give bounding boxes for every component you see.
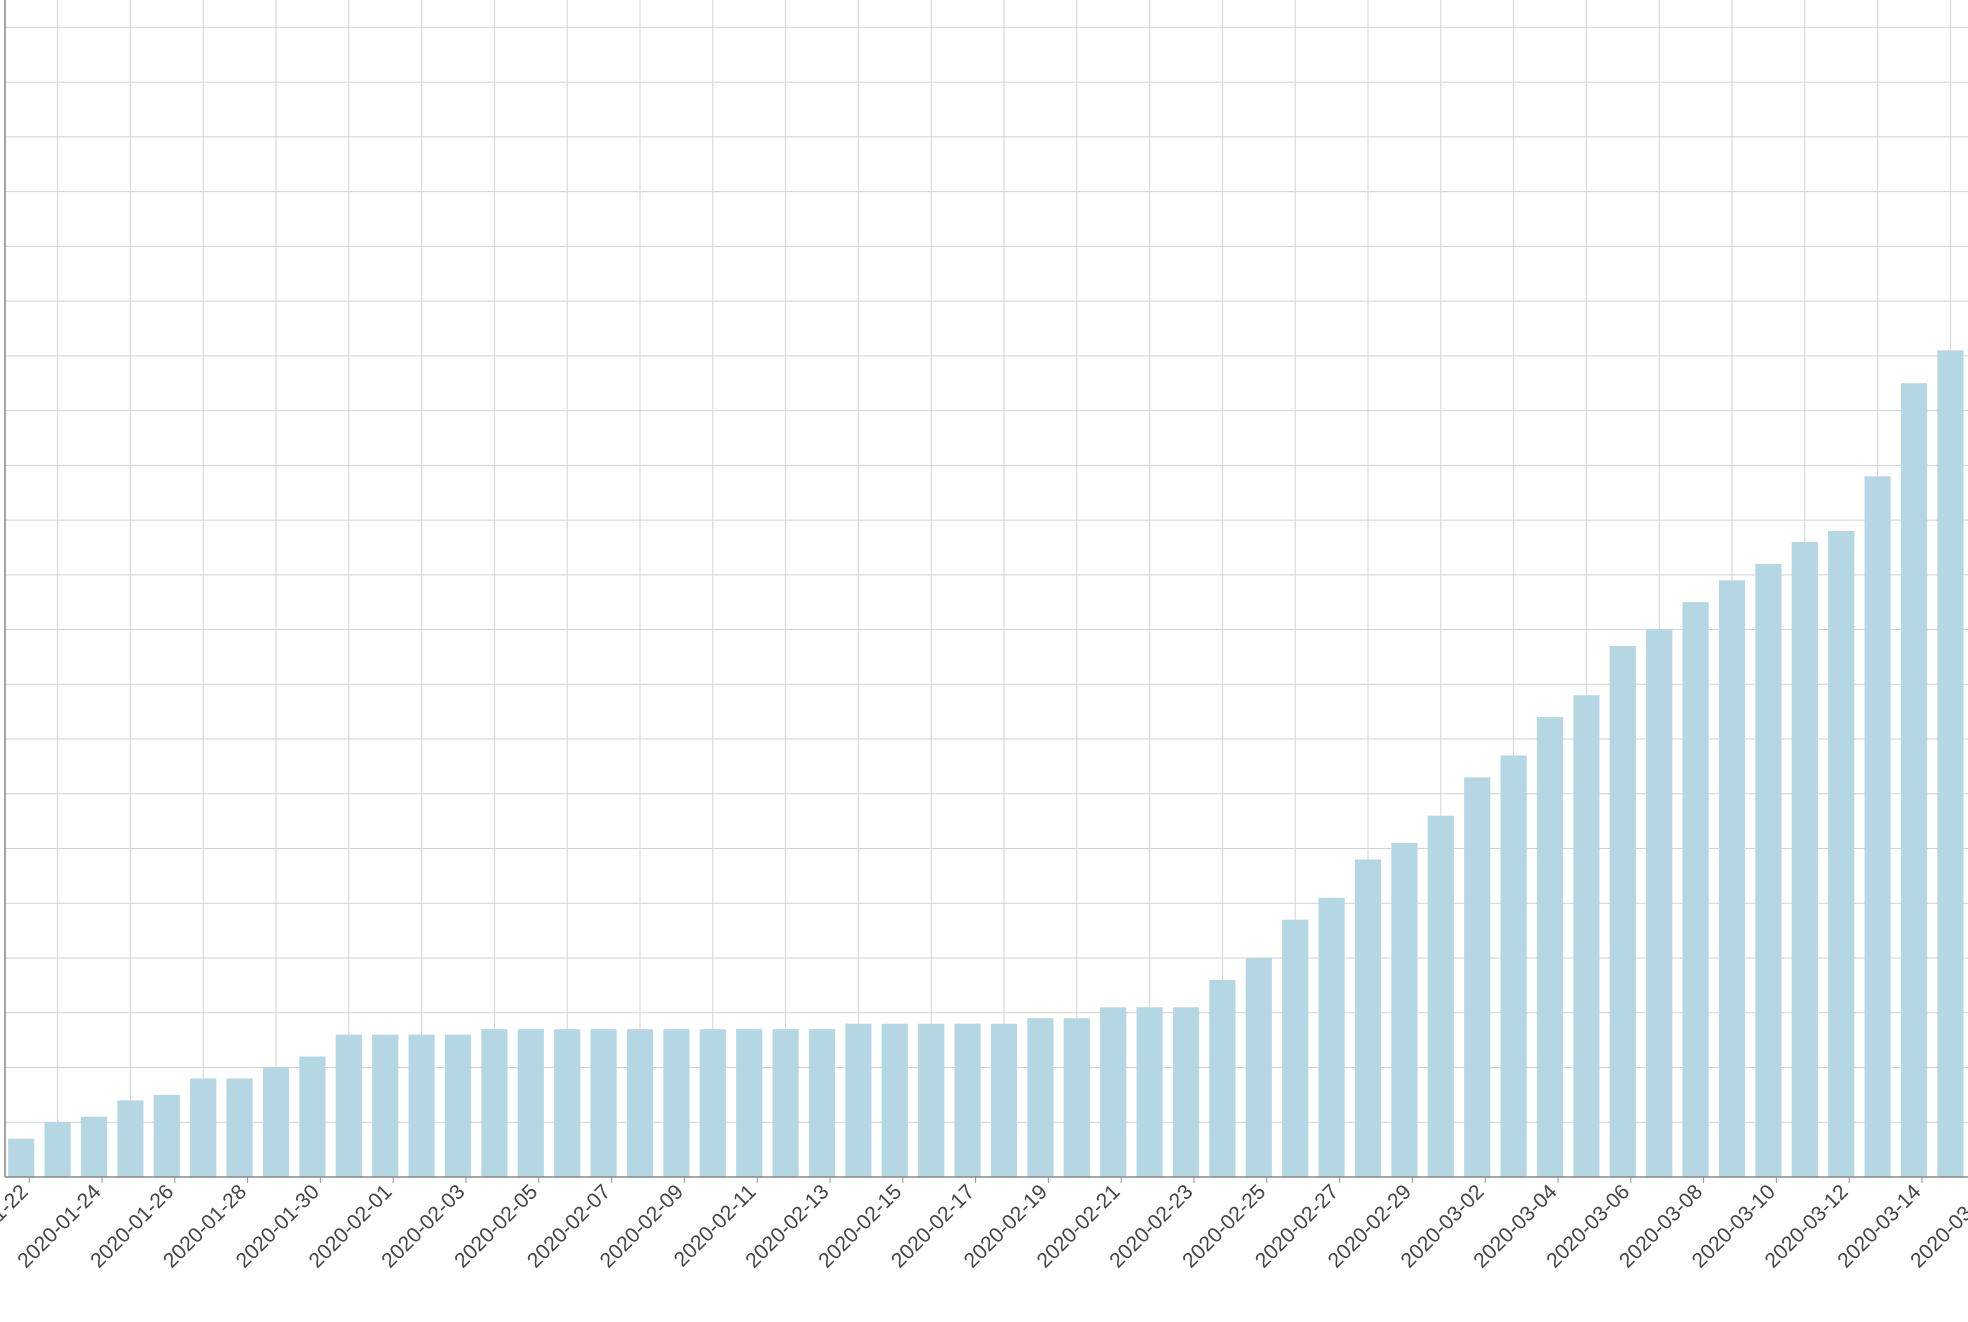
bar	[408, 1034, 435, 1177]
bar	[736, 1029, 763, 1177]
bar	[1791, 541, 1818, 1177]
bar	[1136, 1007, 1163, 1177]
bar	[1027, 1018, 1054, 1177]
bar	[1755, 563, 1782, 1177]
bar	[1172, 1007, 1200, 1177]
bar	[153, 1094, 180, 1177]
bar	[1609, 645, 1636, 1177]
bar	[1500, 755, 1527, 1177]
bar	[1937, 350, 1964, 1177]
bar	[1427, 815, 1454, 1177]
bar	[1864, 476, 1891, 1177]
bar	[1573, 695, 1600, 1177]
bar	[44, 1122, 71, 1177]
bar	[335, 1034, 362, 1177]
bar	[590, 1029, 617, 1177]
bar	[1646, 629, 1673, 1177]
bar	[226, 1078, 253, 1177]
bar	[1900, 383, 1928, 1177]
bar	[881, 1023, 908, 1177]
bar	[80, 1116, 108, 1177]
bar	[772, 1029, 799, 1177]
bar	[554, 1029, 581, 1177]
bar	[262, 1067, 290, 1177]
bar	[1318, 897, 1345, 1177]
bar	[1828, 531, 1855, 1177]
bar	[444, 1034, 472, 1177]
bar	[517, 1029, 544, 1177]
bar	[1536, 717, 1564, 1177]
bar	[299, 1056, 326, 1177]
bar	[1682, 602, 1709, 1177]
bar	[663, 1029, 690, 1177]
bar	[481, 1029, 508, 1177]
bar	[626, 1029, 654, 1177]
bar	[1209, 979, 1236, 1177]
bar	[845, 1023, 872, 1177]
bar	[954, 1023, 981, 1177]
bar	[1245, 958, 1272, 1177]
bar	[1282, 919, 1309, 1177]
bar	[1354, 859, 1382, 1177]
bar	[8, 1138, 35, 1177]
bar	[990, 1023, 1018, 1177]
bar	[190, 1078, 217, 1177]
bar	[918, 1023, 945, 1177]
bar	[1100, 1007, 1127, 1177]
bar	[1391, 843, 1418, 1177]
bar	[1718, 580, 1746, 1177]
bar	[699, 1029, 726, 1177]
bar	[808, 1029, 836, 1177]
bar	[372, 1034, 399, 1177]
bar	[1063, 1018, 1090, 1177]
bar	[117, 1100, 144, 1177]
bar	[1464, 777, 1491, 1177]
